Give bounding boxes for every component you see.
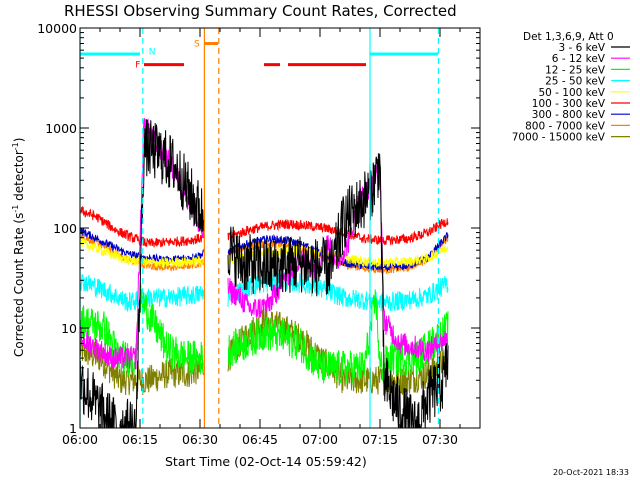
- y-tick-label-0: 1: [69, 421, 77, 436]
- footer-date: 20-Oct-2021 18:33: [553, 468, 629, 477]
- legend-label-1: 6 - 12 keV: [552, 53, 606, 65]
- axes: 1 10 100 1000 10000 06:00 06:15 06:30 06:45 07:00…: [37, 21, 481, 447]
- plot-content: [80, 28, 449, 428]
- legend-label-6: 300 - 800 keV: [532, 109, 606, 121]
- y-axis-label-mid: detector: [12, 150, 26, 205]
- flag-letter-s: S: [194, 39, 200, 49]
- y-axis-label-end: ): [12, 138, 26, 143]
- y-axis-label-sup1: -1: [11, 205, 20, 213]
- x-tick-label-0: 06:00: [62, 432, 98, 447]
- y-tick-label-1: 10: [61, 321, 77, 336]
- series-line-2: [80, 280, 449, 386]
- legend-label-2: 12 - 25 keV: [545, 64, 606, 76]
- y-axis-label-sup2: -1: [11, 142, 20, 150]
- legend-label-4: 50 - 100 keV: [538, 87, 605, 99]
- legend-label-8: 7000 - 15000 keV: [512, 132, 606, 144]
- x-tick-label-4: 07:00: [302, 432, 338, 447]
- legend-label-0: 3 - 6 keV: [558, 42, 605, 54]
- x-tick-label-1: 06:15: [122, 432, 158, 447]
- y-axis-label: Corrected Count Rate (s-1 detector-1): [11, 138, 26, 357]
- x-tick-label-6: 07:30: [422, 432, 458, 447]
- plot-area: FN S: [80, 28, 449, 428]
- flag-letter-f: F: [135, 61, 140, 71]
- legend-label-3: 25 - 50 keV: [545, 76, 606, 88]
- x-tick-label-2: 06:30: [182, 432, 218, 447]
- x-tick-label-5: 07:15: [362, 432, 398, 447]
- x-tick-label-3: 06:45: [242, 432, 278, 447]
- y-axis-label-main: Corrected Count Rate (s: [12, 213, 26, 357]
- y-tick-label-3: 1000: [45, 121, 77, 136]
- y-tick-label-4: 10000: [37, 21, 77, 36]
- legend-label-5: 100 - 300 keV: [532, 98, 606, 110]
- y-tick-label-2: 100: [53, 221, 77, 236]
- flag-letter-n: N: [149, 48, 156, 58]
- chart-title: RHESSI Observing Summary Count Rates, Co…: [64, 2, 457, 20]
- legend-header: Det 1,3,6,9, Att 0: [523, 31, 614, 43]
- legend-label-7: 800 - 7000 keV: [525, 120, 606, 132]
- x-axis-label: Start Time (02-Oct-14 05:59:42): [165, 454, 367, 469]
